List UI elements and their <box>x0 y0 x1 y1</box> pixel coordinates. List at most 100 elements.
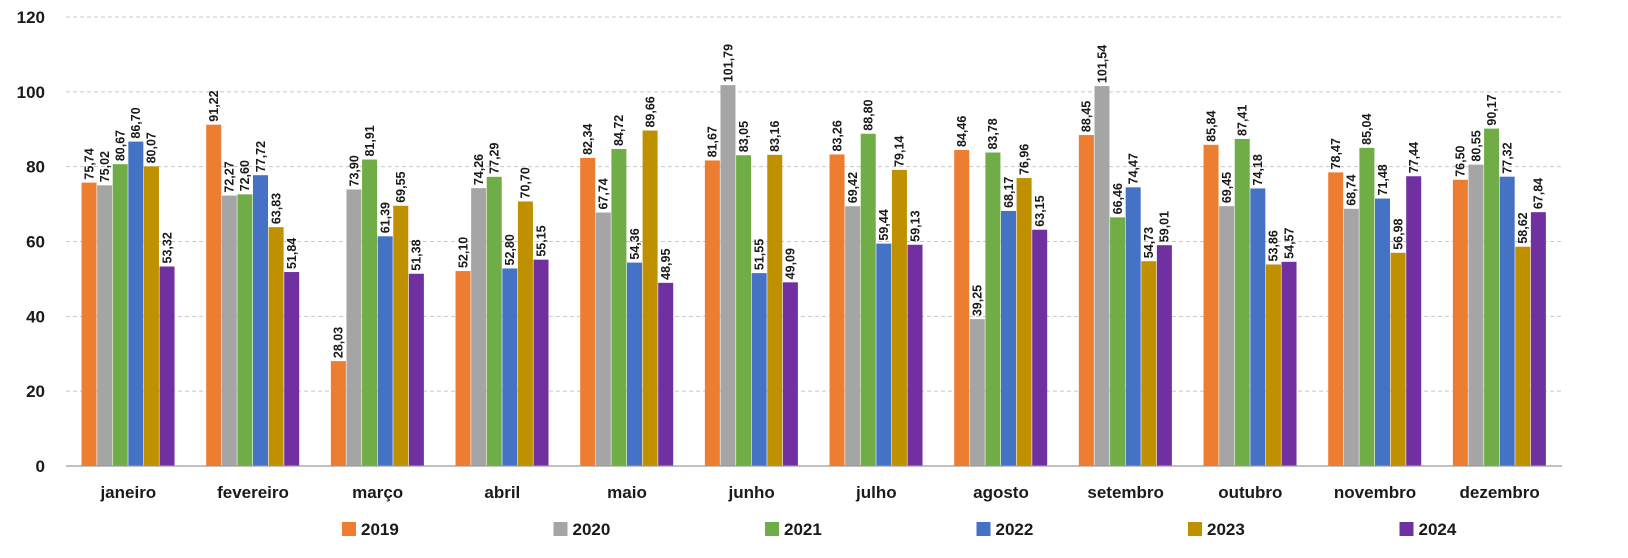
data-label: 81,91 <box>363 125 377 156</box>
legend-label: 2019 <box>361 520 399 539</box>
data-label: 77,32 <box>1500 142 1514 173</box>
x-category-label: outubro <box>1218 483 1282 502</box>
data-label: 71,48 <box>1376 164 1390 195</box>
legend-item-2020: 2020 <box>553 520 610 539</box>
x-category-label: janeiro <box>99 483 156 502</box>
data-label: 68,17 <box>1002 177 1016 208</box>
bar-2024-abril <box>533 259 549 466</box>
bar-2019-abril <box>455 271 471 466</box>
bar-2019-março <box>330 361 346 466</box>
bar-2019-novembro <box>1328 172 1344 466</box>
legend-swatch <box>553 522 568 536</box>
data-label: 84,46 <box>955 116 969 147</box>
y-tick-label: 0 <box>36 457 45 476</box>
bar-2021-abril <box>486 176 502 466</box>
data-label: 83,05 <box>737 121 751 152</box>
bar-2019-julho <box>829 154 845 466</box>
data-label: 88,45 <box>1080 101 1094 132</box>
x-category-label: março <box>352 483 403 502</box>
data-label: 55,15 <box>534 225 548 256</box>
legend-item-2023: 2023 <box>1188 520 1245 539</box>
data-label: 67,84 <box>1532 178 1546 209</box>
data-label: 53,86 <box>1267 230 1281 261</box>
bar-2024-junho <box>782 282 798 466</box>
data-label: 74,47 <box>1126 153 1140 184</box>
data-label: 86,70 <box>129 107 143 138</box>
data-label: 74,26 <box>472 154 486 185</box>
bar-2023-março <box>393 205 409 466</box>
data-label: 69,45 <box>1220 172 1234 203</box>
x-category-label: fevereiro <box>217 483 289 502</box>
bar-2023-setembro <box>1141 261 1157 466</box>
bar-2022-março <box>377 236 393 466</box>
data-label: 49,09 <box>784 248 798 279</box>
legend-swatch <box>1188 522 1202 536</box>
y-axis-ticks: 0 20 40 60 80 100 120 <box>17 8 45 476</box>
bar-2020-junho <box>720 85 736 466</box>
bar-2024-maio <box>658 282 674 466</box>
y-tick-label: 40 <box>26 307 45 326</box>
bar-2020-março <box>346 189 362 467</box>
data-label: 69,42 <box>846 172 860 203</box>
legend-label: 2022 <box>996 520 1034 539</box>
data-label: 52,80 <box>503 234 517 265</box>
data-label: 85,84 <box>1204 110 1218 141</box>
legend-item-2024: 2024 <box>1399 520 1457 539</box>
bar-2023-maio <box>642 130 658 466</box>
data-label: 51,55 <box>752 239 766 270</box>
bar-2020-novembro <box>1343 208 1359 467</box>
data-label: 51,84 <box>285 238 299 269</box>
bar-2024-janeiro <box>159 266 175 466</box>
data-label: 77,29 <box>488 142 502 173</box>
bar-2022-abril <box>502 268 518 466</box>
y-tick-label: 60 <box>26 233 45 252</box>
legend-swatch <box>1399 522 1414 536</box>
data-label: 91,22 <box>207 90 221 121</box>
bar-2020-janeiro <box>97 185 113 467</box>
bars <box>81 85 1546 467</box>
data-label: 75,02 <box>98 151 112 182</box>
data-label: 72,60 <box>238 160 252 191</box>
data-label: 87,41 <box>1236 105 1250 136</box>
bar-2023-janeiro <box>143 166 159 466</box>
bar-2023-outubro <box>1265 264 1281 466</box>
data-label: 80,55 <box>1469 130 1483 161</box>
bar-2020-outubro <box>1219 206 1235 466</box>
bar-2022-agosto <box>1001 210 1016 466</box>
data-label: 61,39 <box>378 202 392 233</box>
bar-2023-novembro <box>1390 252 1406 466</box>
bar-2024-agosto <box>1032 229 1048 466</box>
bar-2019-janeiro <box>81 182 97 467</box>
data-label: 101,79 <box>721 44 735 82</box>
bar-2022-dezembro <box>1499 176 1515 466</box>
x-category-label: junho <box>728 483 775 502</box>
bar-2022-outubro <box>1250 188 1266 466</box>
data-label: 76,50 <box>1454 145 1468 176</box>
data-label: 89,66 <box>643 96 657 127</box>
bar-2024-março <box>408 273 424 466</box>
legend-swatch <box>765 522 779 536</box>
data-label: 59,01 <box>1158 211 1172 242</box>
data-label: 78,47 <box>1329 138 1343 169</box>
data-label: 69,55 <box>394 171 408 202</box>
data-label: 80,67 <box>114 130 128 161</box>
legend-label: 2021 <box>784 520 822 539</box>
bar-2021-setembro <box>1110 217 1126 466</box>
legend-swatch <box>976 522 991 536</box>
data-label: 54,57 <box>1282 227 1296 258</box>
legend-item-2021: 2021 <box>765 520 822 539</box>
data-label: 79,14 <box>893 136 907 167</box>
bar-2024-dezembro <box>1530 212 1546 466</box>
bar-2023-abril <box>517 201 533 466</box>
legend-label: 2023 <box>1207 520 1245 539</box>
data-label: 81,67 <box>706 126 720 157</box>
legend-item-2022: 2022 <box>976 520 1034 539</box>
x-category-label: julho <box>855 483 897 502</box>
bar-2020-julho <box>845 206 861 466</box>
bar-2021-janeiro <box>112 164 128 466</box>
bar-2021-fevereiro <box>237 194 253 467</box>
bar-2022-maio <box>627 262 642 466</box>
data-label: 85,04 <box>1360 113 1374 144</box>
data-label: 53,32 <box>160 232 174 263</box>
legend: 2019 2020 2021 2022 2023 2024 <box>342 520 1457 539</box>
